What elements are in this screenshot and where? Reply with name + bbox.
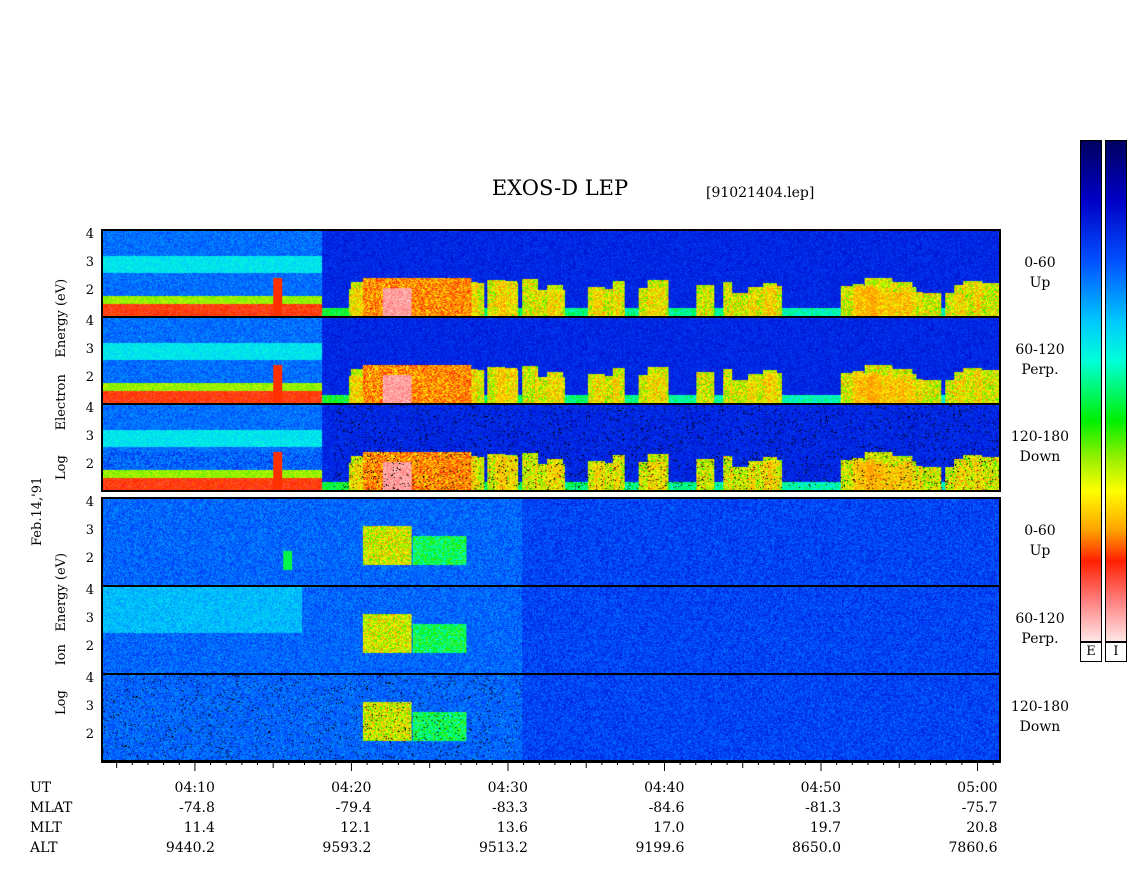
divider bbox=[101, 497, 1001, 499]
y-tick-label: 4 bbox=[85, 495, 94, 510]
colorbar-electron bbox=[1080, 140, 1102, 642]
electron-axis-label: Log Electron Energy (eV) bbox=[54, 278, 69, 480]
panel-label: 0-60 Up bbox=[1024, 255, 1056, 291]
ephemeris-value: 9513.2 bbox=[478, 840, 528, 856]
ephemeris-value: -81.3 bbox=[805, 800, 841, 816]
y-tick-label: 2 bbox=[85, 551, 94, 566]
ephemeris-value: -79.4 bbox=[335, 800, 372, 816]
y-tick-label: 2 bbox=[85, 457, 94, 472]
y-tick-label: 2 bbox=[85, 639, 94, 654]
panel-electron-up bbox=[101, 231, 1001, 317]
divider bbox=[101, 490, 1001, 492]
panel-label: 120-180 Down bbox=[1010, 699, 1070, 735]
ephemeris-row-label: MLAT bbox=[30, 800, 73, 816]
ephemeris-value: 9199.6 bbox=[635, 840, 685, 856]
y-tick-label: 2 bbox=[85, 727, 94, 742]
ephemeris-value: 19.7 bbox=[809, 820, 841, 836]
divider bbox=[101, 316, 1001, 318]
ephemeris-value: 7860.6 bbox=[948, 840, 998, 856]
ephemeris-value: -75.7 bbox=[961, 800, 998, 816]
y-tick-label: 3 bbox=[85, 429, 94, 444]
y-tick-label: 4 bbox=[85, 314, 94, 329]
y-tick-label: 2 bbox=[85, 370, 94, 385]
ephemeris-value: 04:20 bbox=[331, 780, 372, 796]
ephemeris-value: -74.8 bbox=[179, 800, 215, 816]
panel-label: 60-120 Perp. bbox=[1015, 611, 1065, 647]
x-axis-ticks bbox=[101, 760, 1001, 771]
y-tick-label: 3 bbox=[85, 342, 94, 357]
divider bbox=[101, 403, 1001, 405]
panel-label: 120-180 Down bbox=[1010, 429, 1070, 465]
ephemeris-value: 11.4 bbox=[183, 820, 215, 836]
ephemeris-value: 13.6 bbox=[496, 820, 528, 836]
ephemeris-value: -83.3 bbox=[492, 800, 528, 816]
panel-label: 60-120 Perp. bbox=[1015, 342, 1065, 378]
colorbar-ion bbox=[1105, 140, 1127, 642]
date-label: Feb.14,'91 bbox=[30, 476, 45, 546]
y-tick-label: 4 bbox=[85, 227, 94, 242]
ephemeris-row-label: ALT bbox=[30, 840, 58, 856]
y-tick-label: 3 bbox=[85, 255, 94, 270]
ephemeris-value: 04:50 bbox=[800, 780, 841, 796]
ephemeris-value: 20.8 bbox=[966, 820, 998, 836]
ephemeris-value: 9440.2 bbox=[165, 840, 215, 856]
panel-label: 0-60 Up bbox=[1024, 523, 1056, 559]
ephemeris-value: 12.1 bbox=[340, 820, 372, 836]
ephemeris-value: 04:30 bbox=[487, 780, 528, 796]
plot-top-border bbox=[101, 229, 1001, 231]
ephemeris-row-label: UT bbox=[30, 780, 52, 796]
panel-electron-down bbox=[101, 405, 1001, 491]
file-name: [91021404.lep] bbox=[706, 185, 815, 201]
colorbar-ion-label: I bbox=[1105, 642, 1127, 662]
divider bbox=[101, 673, 1001, 675]
panel-ion-up bbox=[101, 499, 1001, 585]
ephemeris-value: 05:00 bbox=[957, 780, 998, 796]
y-tick-label: 4 bbox=[85, 401, 94, 416]
ephemeris-value: 8650.0 bbox=[792, 840, 841, 856]
y-tick-label: 4 bbox=[85, 583, 94, 598]
ion-axis-label: Log Ion Energy (eV) bbox=[54, 552, 69, 715]
panel-ion-perp bbox=[101, 587, 1001, 673]
ephemeris-value: 04:10 bbox=[174, 780, 215, 796]
y-tick-label: 3 bbox=[85, 699, 94, 714]
y-tick-label: 2 bbox=[85, 283, 94, 298]
ephemeris-value: 17.0 bbox=[653, 820, 685, 836]
ephemeris-value: 04:40 bbox=[644, 780, 685, 796]
ephemeris-row-label: MLT bbox=[30, 820, 62, 836]
panel-ion-down bbox=[101, 675, 1001, 761]
divider bbox=[101, 585, 1001, 587]
ephemeris-value: 9593.2 bbox=[322, 840, 372, 856]
y-tick-label: 3 bbox=[85, 611, 94, 626]
chart-title: EXOS-D LEP bbox=[491, 176, 629, 200]
panel-electron-perp bbox=[101, 318, 1001, 404]
y-tick-label: 4 bbox=[85, 671, 94, 686]
ephemeris-value: -84.6 bbox=[648, 800, 685, 816]
y-tick-label: 3 bbox=[85, 523, 94, 538]
colorbar-electron-label: E bbox=[1080, 642, 1102, 662]
